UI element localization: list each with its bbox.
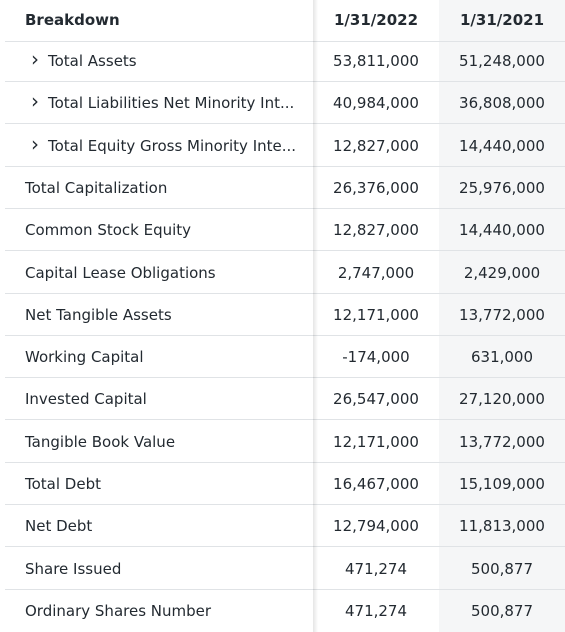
table-row: Capital Lease Obligations 2,747,000 2,429,… <box>0 252 565 294</box>
value-2022: 26,547,000 <box>333 390 419 409</box>
value-2022: 12,171,000 <box>333 305 419 324</box>
row-label-text: Working Capital <box>25 348 144 367</box>
table-row[interactable]: › Total Liabilities Net Minority Int... 40… <box>0 82 565 125</box>
date-header-2022: 1/31/2022 <box>333 11 419 29</box>
table-row: Tangible Book Value 12,171,000 13,772,000 <box>0 421 565 463</box>
table-header-row: Breakdown 1/31/2022 1/31/2021 <box>0 0 565 42</box>
expandable-row-label[interactable]: › Total Liabilities Net Minority Int... <box>31 82 294 124</box>
table-row: Share Issued 471,274 500,877 <box>0 548 565 590</box>
row-label-text: Total Equity Gross Minority Inte... <box>48 136 297 155</box>
value-2021: 36,808,000 <box>459 94 545 113</box>
row-label-text: Total Debt <box>25 475 101 493</box>
table-row: Invested Capital 26,547,000 27,120,000 <box>0 378 565 421</box>
row-label: Working Capital <box>25 336 144 378</box>
value-2021: 13,772,000 <box>459 305 545 324</box>
table-row: Total Debt 16,467,000 15,109,000 <box>0 463 565 505</box>
value-2021: 14,440,000 <box>459 221 545 240</box>
value-2022: 53,811,000 <box>333 52 419 70</box>
row-label-text: Total Liabilities Net Minority Int... <box>48 94 295 113</box>
row-label-text: Capital Lease Obligations <box>25 263 216 282</box>
row-label: Total Capitalization <box>25 167 167 209</box>
row-divider <box>5 207 565 209</box>
table-row: Net Tangible Assets 12,171,000 13,772,000 <box>0 294 565 336</box>
row-label: Capital Lease Obligations <box>25 252 216 294</box>
chevron-right-icon[interactable]: › <box>31 131 39 156</box>
row-label: Net Debt <box>25 505 92 547</box>
value-2022: 12,171,000 <box>333 432 419 451</box>
row-divider <box>5 123 565 125</box>
table-row[interactable]: › Total Equity Gross Minority Inte... 12,8… <box>0 125 565 167</box>
value-2022: 2,747,000 <box>337 263 415 282</box>
value-2022: 40,984,000 <box>333 94 419 113</box>
row-label: Net Tangible Assets <box>25 294 172 336</box>
row-label: Ordinary Shares Number <box>25 590 211 632</box>
row-divider <box>5 588 565 590</box>
value-2021: 11,813,000 <box>459 517 545 536</box>
table-row: Common Stock Equity 12,827,000 14,440,000 <box>0 209 565 252</box>
value-2022: 12,794,000 <box>333 517 419 536</box>
row-divider <box>5 81 565 82</box>
value-2022: 12,827,000 <box>333 221 419 240</box>
row-divider <box>5 419 565 421</box>
row-divider <box>5 41 565 42</box>
value-2021: 13,772,000 <box>459 432 545 451</box>
row-label: Total Debt <box>25 463 101 505</box>
row-label-text: Ordinary Shares Number <box>25 601 212 620</box>
value-2021: 14,440,000 <box>459 136 545 155</box>
row-divider <box>5 250 565 252</box>
table-row[interactable]: › Total Assets 53,811,000 51,248,000 <box>0 40 565 82</box>
table-row: Ordinary Shares Number 471,274 500,877 <box>0 590 565 632</box>
row-label: Common Stock Equity <box>25 209 191 251</box>
table-row: Total Capitalization 26,376,000 25,976,000 <box>0 167 565 209</box>
value-2021: 27,120,000 <box>459 390 545 409</box>
row-label-text: Tangible Book Value <box>25 432 176 451</box>
chevron-right-icon[interactable]: › <box>31 89 39 114</box>
row-divider <box>5 504 565 505</box>
table-row: Working Capital -174,000 631,000 <box>0 336 565 379</box>
breakdown-header: Breakdown <box>25 11 120 29</box>
value-2022: 471,274 <box>344 601 408 620</box>
row-divider <box>5 461 565 463</box>
chevron-right-icon[interactable]: › <box>31 47 39 71</box>
row-divider <box>5 546 565 548</box>
row-divider <box>5 334 565 336</box>
row-label-text: Total Capitalization <box>25 178 168 197</box>
row-divider <box>5 165 565 167</box>
value-2021: 25,976,000 <box>459 178 545 197</box>
value-2021: 500,877 <box>470 559 534 578</box>
row-label: Invested Capital <box>25 378 147 420</box>
expandable-row-label[interactable]: › Total Assets <box>31 40 137 82</box>
value-2022: 26,376,000 <box>333 178 419 197</box>
row-divider <box>5 292 565 294</box>
row-label: Tangible Book Value <box>25 421 175 463</box>
row-label-text: Share Issued <box>25 559 122 578</box>
value-2021: 500,877 <box>470 601 534 620</box>
column-background-2021 <box>439 0 565 632</box>
row-label: Share Issued <box>25 548 121 590</box>
value-2021: 15,109,000 <box>459 475 545 493</box>
row-label-text: Common Stock Equity <box>25 221 192 240</box>
value-2021: 2,429,000 <box>463 263 541 282</box>
value-2022: 471,274 <box>344 559 408 578</box>
row-divider <box>5 377 565 379</box>
value-2021: 51,248,000 <box>459 52 545 70</box>
row-label-text: Invested Capital <box>25 390 147 409</box>
row-label-text: Total Assets <box>48 52 137 70</box>
expandable-row-label[interactable]: › Total Equity Gross Minority Inte... <box>31 125 296 167</box>
date-header-2021: 1/31/2021 <box>459 11 545 29</box>
table-row: Net Debt 12,794,000 11,813,000 <box>0 505 565 548</box>
value-2022: 12,827,000 <box>333 136 419 155</box>
value-2022: 16,467,000 <box>333 475 419 493</box>
row-label-text: Net Debt <box>25 517 93 536</box>
value-2021: 631,000 <box>470 348 534 367</box>
value-2022: -174,000 <box>342 348 410 367</box>
row-label-text: Net Tangible Assets <box>25 305 172 324</box>
